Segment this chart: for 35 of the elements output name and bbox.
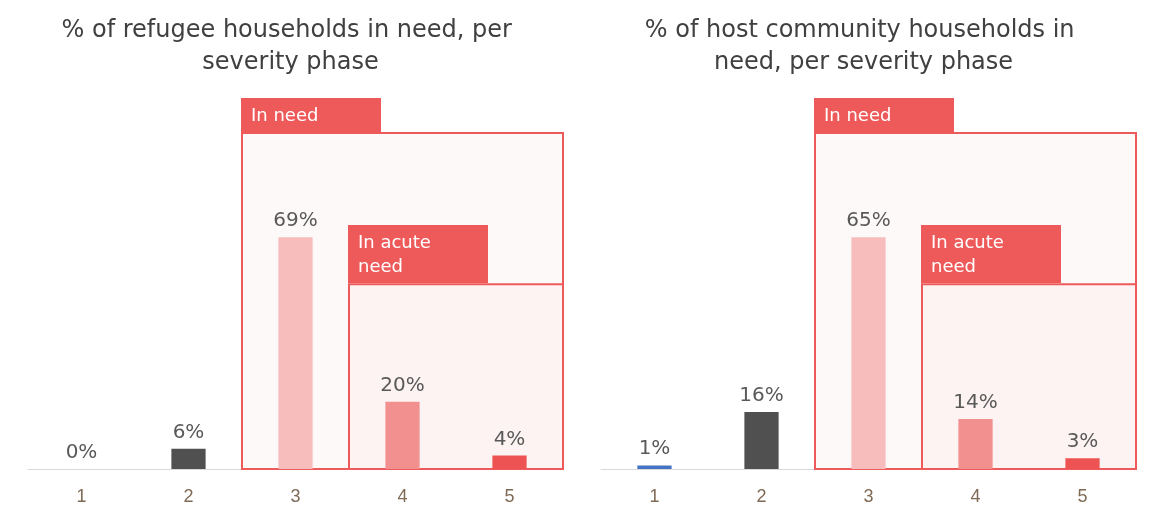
x-tick-label: 4: [397, 486, 408, 506]
x-tick-label: 5: [504, 486, 515, 506]
x-tick-label: 3: [863, 486, 874, 506]
data-label: 0%: [65, 439, 98, 463]
x-tick-label: 1: [649, 486, 660, 506]
bar: [492, 455, 527, 469]
data-label: 69%: [273, 207, 318, 232]
label-tab: In need: [241, 98, 381, 132]
data-label: 14%: [953, 389, 998, 414]
x-tick-label: 3: [290, 486, 301, 506]
chart-title: % of refugee households in need, per severity phase: [61, 15, 520, 75]
bar: [744, 411, 779, 469]
label-tab: In acute need: [921, 225, 1061, 284]
x-tick-label: 2: [183, 486, 194, 506]
bar: [851, 237, 886, 469]
data-label: 6%: [172, 418, 205, 443]
label-tab: In acute need: [348, 225, 488, 284]
data-label: 65%: [846, 207, 891, 232]
data-label: 1%: [638, 435, 671, 460]
bar: [385, 401, 420, 469]
chart-title: % of host community households in need, per severity phase: [644, 15, 1083, 75]
x-tick-label: 2: [756, 486, 767, 506]
bar: [278, 237, 313, 469]
data-label: 16%: [739, 381, 784, 406]
bar: [171, 448, 206, 469]
x-tick-label: 1: [76, 486, 87, 506]
x-tick-label: 5: [1077, 486, 1088, 506]
data-label: 3%: [1066, 428, 1099, 453]
bar: [637, 465, 672, 469]
x-tick-label: 4: [970, 486, 981, 506]
data-label: 20%: [380, 371, 425, 396]
data-label: 4%: [493, 425, 526, 450]
bar: [958, 419, 993, 469]
bar: [1065, 458, 1100, 469]
label-tab: In need: [814, 98, 954, 132]
